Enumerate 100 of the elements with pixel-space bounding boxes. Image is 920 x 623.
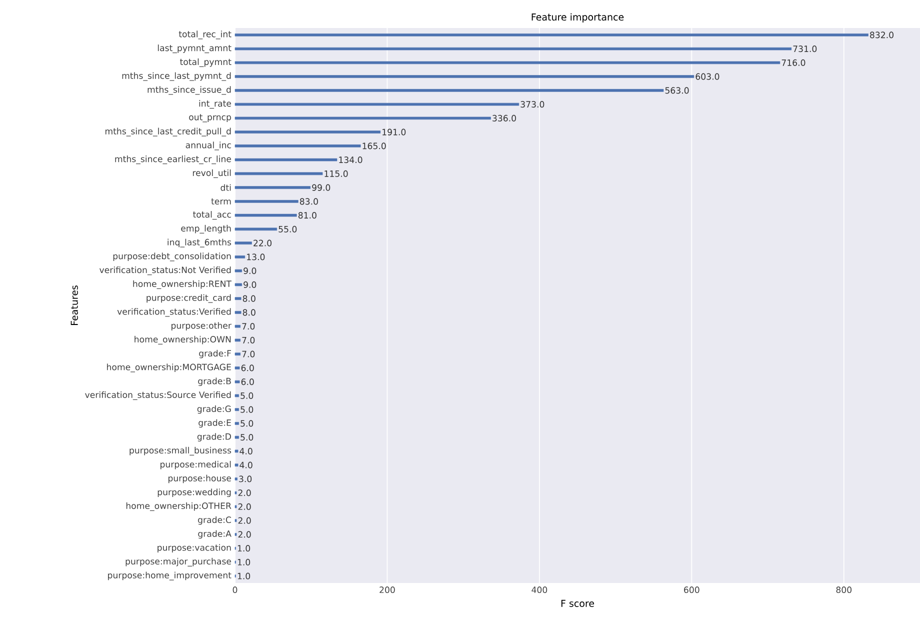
y-tick-label: home_ownership:RENT (133, 280, 232, 289)
data-label: 731.0 (793, 46, 817, 52)
y-tick-label: annual_inc (186, 142, 231, 150)
bar (234, 242, 252, 244)
data-label: 191.0 (382, 128, 406, 136)
bar (234, 352, 240, 356)
data-label: 55.0 (278, 226, 297, 232)
data-label: 716.0 (782, 59, 806, 66)
bar (234, 228, 278, 231)
bar (234, 89, 664, 92)
data-label: 1.0 (238, 545, 250, 552)
data-label: 2.0 (238, 517, 251, 524)
y-tick-label: grade:E (198, 419, 231, 428)
y-tick-label: mths_since_earliest_cr_line (115, 156, 232, 164)
x-tick-label: 400 (532, 586, 548, 594)
data-label: 7.0 (242, 350, 255, 358)
y-tick-label: purpose:vacation (158, 544, 231, 552)
y-tick-label: purpose:debt_consolidation (113, 252, 231, 262)
bar (234, 256, 246, 258)
data-label: 4.0 (240, 462, 252, 468)
bar (234, 478, 238, 480)
data-label: 1.0 (238, 572, 250, 580)
data-label: 81.0 (298, 212, 316, 219)
bar (234, 408, 239, 411)
data-label: 115.0 (324, 170, 348, 177)
data-label: 603.0 (696, 73, 720, 80)
data-label: 7.0 (242, 323, 255, 330)
data-label: 134.0 (339, 156, 362, 164)
y-tick-label: total_pymnt (180, 58, 232, 67)
y-tick-label: out_prncp (189, 114, 232, 122)
bar (234, 144, 361, 148)
y-tick-label: home_ownership:OTHER (126, 502, 232, 511)
data-label: 9.0 (244, 268, 256, 274)
bar (234, 34, 868, 36)
y-tick-label: verification_status:Verified (117, 308, 231, 317)
x-tick-label: 800 (836, 586, 852, 594)
y-tick-label: verification_status:Source Verified (85, 391, 231, 400)
bar (234, 436, 239, 439)
y-tick-label: grade:A (198, 530, 232, 539)
bar (234, 102, 520, 106)
data-label: 1.0 (238, 558, 250, 566)
data-label: 2.0 (238, 531, 251, 538)
y-tick-label: emp_length (181, 224, 231, 234)
y-tick-label: total_acc (193, 211, 231, 220)
bar (234, 394, 239, 398)
bar (234, 200, 298, 203)
bar (234, 311, 242, 314)
bar (234, 380, 240, 384)
y-tick-label: home_ownership:OWN (134, 336, 231, 344)
data-label: 7.0 (242, 336, 255, 344)
bar (234, 130, 381, 134)
bar (234, 450, 238, 453)
x-tick-label: 200 (380, 586, 395, 594)
data-label: 8.0 (242, 295, 256, 302)
data-label: 5.0 (240, 392, 254, 399)
chart-title: Feature importance (532, 13, 624, 22)
data-label: 83.0 (300, 198, 318, 205)
bar (234, 158, 338, 162)
y-tick-label: revol_util (192, 169, 231, 178)
bar (234, 47, 792, 50)
bar (234, 464, 238, 466)
data-label: 22.0 (254, 240, 272, 246)
bar (234, 116, 491, 120)
y-axis-title: Features (70, 286, 78, 325)
data-label: 6.0 (241, 364, 254, 372)
y-tick-label: int_rate (199, 100, 232, 109)
x-axis-title: F score (561, 600, 594, 607)
bar (234, 366, 240, 370)
bar (234, 283, 242, 286)
y-tick-label: inq_last_6mths (168, 238, 232, 248)
y-tick-label: mths_since_last_credit_pull_d (105, 128, 231, 136)
y-tick-label: purpose:credit_card (146, 294, 231, 303)
data-label: 563.0 (665, 87, 689, 94)
y-tick-label: grade:C (198, 516, 232, 525)
y-tick-label: purpose:major_purchase (126, 558, 232, 566)
data-label: 5.0 (240, 434, 254, 441)
bar (234, 61, 780, 64)
data-label: 165.0 (362, 142, 386, 150)
bar (234, 422, 239, 425)
y-tick-label: purpose:medical (160, 460, 231, 470)
bar (234, 186, 311, 189)
y-tick-label: last_pymnt_amnt (158, 44, 232, 54)
y-tick-label: grade:F (199, 350, 231, 358)
data-label: 832.0 (870, 32, 894, 38)
data-label: 2.0 (238, 503, 251, 510)
bar (234, 172, 323, 176)
bar (234, 338, 240, 342)
data-label: 373.0 (520, 101, 544, 108)
data-label: 5.0 (240, 420, 254, 427)
bar (234, 214, 297, 217)
bar (234, 324, 240, 328)
y-tick-label: purpose:house (168, 474, 232, 484)
bar (234, 269, 242, 272)
data-label: 3.0 (239, 476, 252, 482)
data-label: 2.0 (238, 490, 251, 496)
y-tick-label: purpose:small_business (130, 446, 232, 456)
y-tick-label: mths_since_issue_d (148, 86, 231, 95)
y-tick-label: mths_since_last_pymnt_d (122, 72, 231, 81)
y-tick-label: grade:B (198, 378, 231, 386)
data-label: 8.0 (242, 309, 256, 316)
